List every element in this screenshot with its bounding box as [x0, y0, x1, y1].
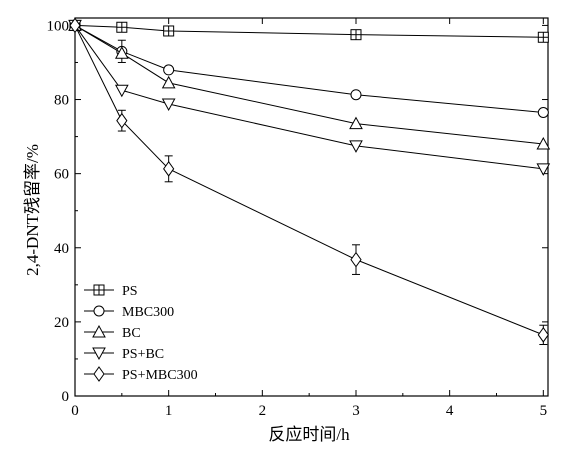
- series-line-ps-bc: [74, 25, 544, 170]
- x-tick-label: 3: [352, 403, 360, 419]
- data-point: [349, 140, 363, 153]
- y-tick-label: 0: [62, 389, 70, 405]
- data-point: [69, 17, 81, 34]
- data-point: [537, 31, 549, 43]
- data-point: [163, 64, 175, 76]
- legend-marker: [93, 305, 105, 317]
- y-tick-label: 80: [54, 93, 69, 109]
- series-ps: [69, 19, 549, 43]
- legend-item-mbc300: MBC300: [84, 305, 174, 320]
- x-tick-label: 2: [259, 403, 267, 419]
- axes: 0 1 2 3 4 5 0 20 40 60 80 100: [47, 17, 549, 419]
- x-axis-label: 反应时间/h: [268, 425, 350, 444]
- series-mbc300: [69, 19, 549, 118]
- x-tick-label: 5: [540, 403, 548, 419]
- data-point: [161, 75, 176, 89]
- legend-item-ps: PS: [84, 284, 138, 299]
- data-point: [536, 136, 551, 150]
- legend-label: PS+MBC300: [122, 368, 198, 383]
- series-ps-bc: [68, 19, 551, 176]
- data-point: [350, 89, 362, 101]
- data-point: [536, 163, 551, 176]
- x-tick-label: 0: [71, 403, 79, 419]
- legend-marker: [93, 366, 105, 382]
- legend-item-bc: BC: [84, 324, 141, 341]
- series-line-bc: [74, 24, 544, 145]
- legend-label: BC: [122, 326, 141, 341]
- data-point: [537, 326, 549, 343]
- y-tick-label: 40: [54, 241, 69, 257]
- legend: PS MBC300 BC PS+BC PS+MBC300: [84, 284, 198, 383]
- data-point: [163, 160, 175, 177]
- data-point: [116, 112, 128, 129]
- legend-marker: [92, 324, 106, 338]
- data-point: [350, 251, 362, 268]
- plot-frame: [74, 17, 549, 397]
- legend-marker: [92, 347, 106, 361]
- legend-label: MBC300: [122, 305, 174, 320]
- y-tick-label: 100: [47, 18, 70, 34]
- data-point: [114, 46, 129, 59]
- legend-label: PS+BC: [122, 347, 164, 362]
- legend-marker: [93, 284, 105, 296]
- y-axis-label: 2,4-DNT残留率/%: [23, 144, 42, 276]
- data-point: [116, 21, 128, 33]
- series-group: [68, 17, 551, 345]
- data-point: [349, 116, 363, 130]
- data-point: [537, 107, 549, 118]
- data-point: [163, 25, 175, 37]
- legend-item-ps-bc: PS+BC: [84, 347, 164, 362]
- series-line-ps: [74, 24, 544, 38]
- y-tick-label: 20: [54, 315, 69, 331]
- series-line-ps-mbc300: [74, 25, 544, 336]
- x-tick-label: 1: [165, 403, 173, 419]
- series-bc: [68, 18, 551, 150]
- legend-item-ps-mbc300: PS+MBC300: [84, 366, 198, 383]
- series-ps-mbc300: [69, 17, 549, 345]
- x-tick-label: 4: [446, 403, 454, 419]
- series-line-mbc300: [74, 24, 544, 113]
- data-point: [114, 84, 129, 98]
- legend-label: PS: [122, 284, 138, 299]
- data-point: [350, 29, 362, 41]
- y-tick-label: 60: [54, 167, 69, 183]
- data-point: [161, 98, 176, 112]
